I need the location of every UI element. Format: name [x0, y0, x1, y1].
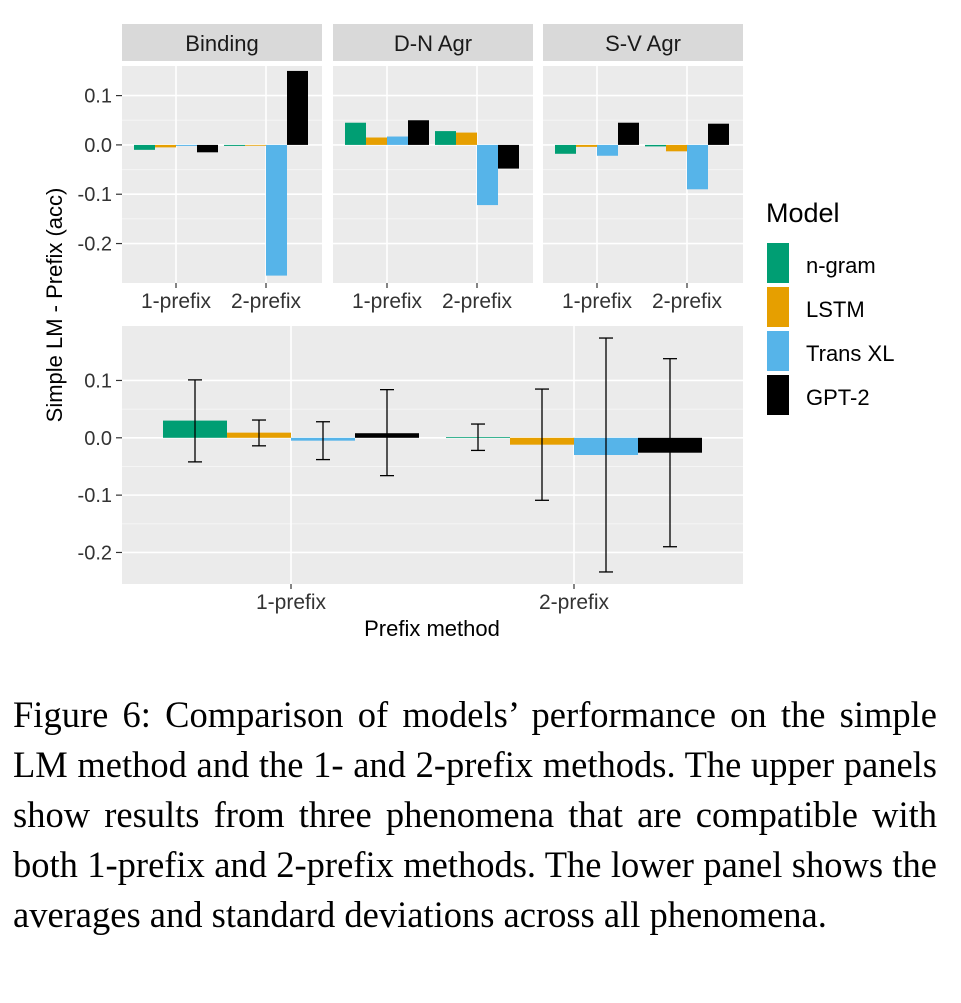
upper-y-tick-label: -0.1 [78, 184, 112, 206]
legend-label-transxl: Trans XL [806, 341, 894, 366]
legend-swatch-gpt2 [767, 375, 789, 415]
figure-caption: Figure 6: Comparison of models’ performa… [13, 694, 937, 935]
lower-y-tick-label: -0.2 [78, 542, 112, 564]
legend-swatch-ngram [767, 243, 789, 283]
bar-gpt2 [708, 123, 729, 145]
upper-y-tick-label: 0.0 [84, 135, 112, 157]
error-bar-ngram [188, 379, 202, 463]
bar-ngram [224, 144, 245, 146]
lower-y-tick-label: 0.1 [84, 370, 112, 392]
y-axis-label: Simple LM - Prefix (acc) [42, 188, 67, 423]
x-tick-label: 2-prefix [231, 290, 302, 313]
bar-transxl [387, 136, 408, 145]
x-tick-label: 1-prefix [562, 290, 633, 313]
bar-transxl [266, 144, 287, 276]
lower-panel: 0.1 0.0 -0.1 -0.2 1-prefix 2-prefix [78, 326, 743, 614]
bar-gpt2 [408, 120, 429, 145]
bar-transxl [477, 144, 498, 206]
bar-lstm [155, 144, 176, 148]
figure: Simple LM - Prefix (acc) Model n-gram LS… [42, 24, 894, 641]
bar-lstm [456, 132, 477, 145]
legend-title: Model [766, 198, 840, 228]
upper-y-tick-label: -0.2 [78, 234, 112, 256]
lower-y-tick-label: -0.1 [78, 485, 112, 507]
error-bar-transxl [316, 421, 330, 461]
x-tick-label: 1-prefix [141, 290, 212, 313]
error-bar-transxl [599, 337, 613, 573]
legend-swatch-lstm [767, 287, 789, 327]
bar-gpt2 [197, 144, 218, 153]
panel-strip-label: D-N Agr [394, 31, 472, 56]
panel-strip-label: Binding [185, 31, 258, 56]
bar-ngram [435, 131, 456, 145]
error-bar-lstm [252, 419, 266, 447]
bar-lstm [245, 144, 266, 146]
legend-label-gpt2: GPT-2 [806, 385, 870, 410]
bar-lstm [366, 137, 387, 145]
lower-x-tick-label: 2-prefix [539, 591, 610, 614]
bar-ngram [134, 144, 155, 150]
panel-strip-label: S-V Agr [605, 31, 681, 56]
bar-gpt2 [618, 122, 639, 145]
x-tick-label: 1-prefix [352, 290, 423, 313]
bar-ngram [555, 144, 576, 154]
x-tick-label: 2-prefix [442, 290, 513, 313]
legend-label-lstm: LSTM [806, 297, 865, 322]
x-tick-label: 2-prefix [652, 290, 723, 313]
bar-lstm [576, 144, 597, 147]
error-bar-lstm [535, 388, 549, 501]
bar-lstm [666, 144, 687, 152]
legend: Model n-gram LSTM Trans XL GPT-2 [766, 198, 894, 415]
lower-x-tick-label: 1-prefix [256, 591, 327, 614]
error-bar-ngram [471, 423, 485, 452]
bar-ngram [345, 122, 366, 145]
panel-strip [543, 24, 743, 61]
upper-y-tick-label: 0.1 [84, 86, 112, 108]
legend-label-ngram: n-gram [806, 253, 876, 278]
lower-panel-background [122, 326, 743, 584]
panel-binding: Binding 1-prefix 2-prefix [122, 24, 322, 313]
bar-transxl [687, 144, 708, 190]
panel-background [543, 66, 743, 283]
legend-swatch-transxl [767, 331, 789, 371]
bar-gpt2 [287, 70, 308, 145]
panel-s-v-agr: S-V Agr 1-prefix 2-prefix [543, 24, 743, 313]
panel-d-n-agr: D-N Agr 1-prefix 2-prefix [333, 24, 533, 313]
bar-ngram [645, 144, 666, 147]
bar-transxl [176, 144, 197, 146]
panel-background [333, 66, 533, 283]
lower-y-tick-label: 0.0 [84, 428, 112, 450]
panel-strip [122, 24, 322, 61]
panel-strip [333, 24, 533, 61]
error-bar-gpt2 [380, 388, 394, 477]
bar-gpt2 [498, 144, 519, 169]
x-axis-label: Prefix method [364, 616, 500, 641]
bar-transxl [597, 144, 618, 156]
error-bar-gpt2 [663, 358, 677, 548]
